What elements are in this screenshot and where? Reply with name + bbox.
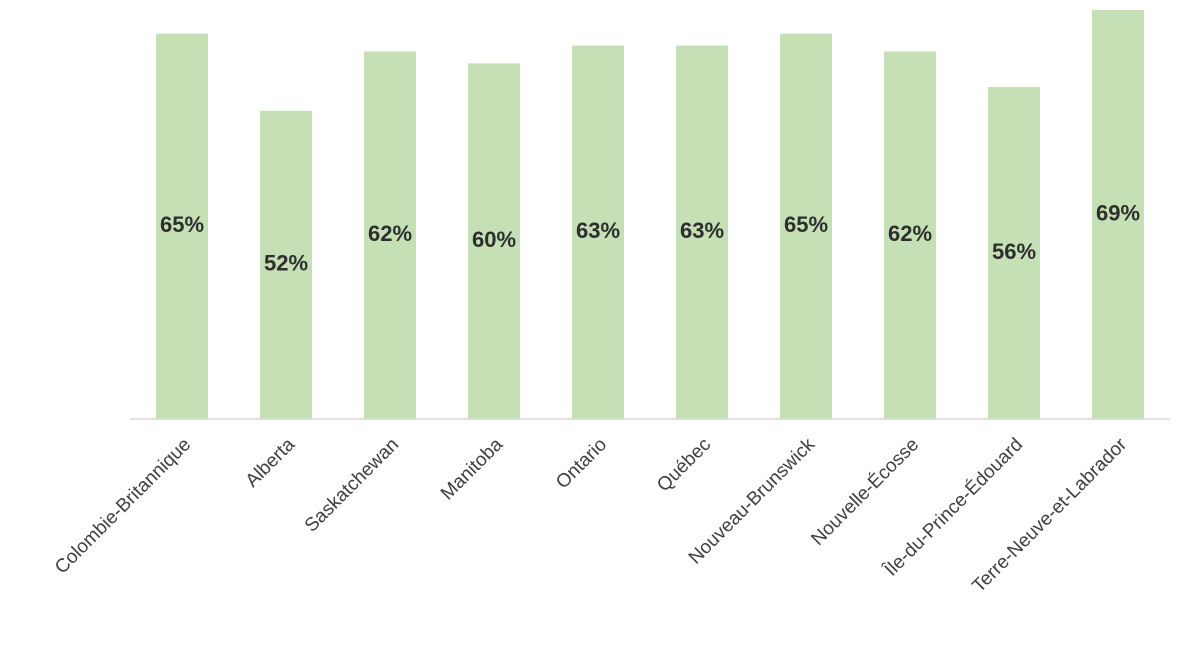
bar — [260, 110, 312, 419]
x-tick-label: Québec — [653, 434, 715, 496]
bar — [780, 33, 832, 419]
x-tick-label: Saskatchewan — [301, 434, 403, 536]
data-label: 62% — [368, 221, 412, 246]
bar — [1092, 10, 1144, 419]
x-tick-label: Manitoba — [437, 434, 507, 504]
data-label: 63% — [576, 218, 620, 243]
x-tick-label: Colombie-Britannique — [51, 434, 195, 578]
data-label: 62% — [888, 221, 932, 246]
bar — [884, 51, 936, 420]
x-tick-label: Alberta — [242, 434, 300, 492]
data-label: 65% — [784, 212, 828, 237]
data-label: 63% — [680, 218, 724, 243]
bar — [988, 87, 1040, 419]
bar — [156, 33, 208, 419]
data-label: 69% — [1096, 200, 1140, 225]
data-label: 65% — [160, 212, 204, 237]
bar — [676, 45, 728, 419]
x-tick-label: Nouvelle-Écosse — [807, 434, 923, 550]
bar — [468, 63, 520, 419]
data-label: 52% — [264, 251, 308, 276]
bar — [364, 51, 416, 420]
data-label: 56% — [992, 239, 1036, 264]
x-tick-label: Ontario — [552, 434, 611, 493]
data-label: 60% — [472, 227, 516, 252]
bar — [572, 45, 624, 419]
